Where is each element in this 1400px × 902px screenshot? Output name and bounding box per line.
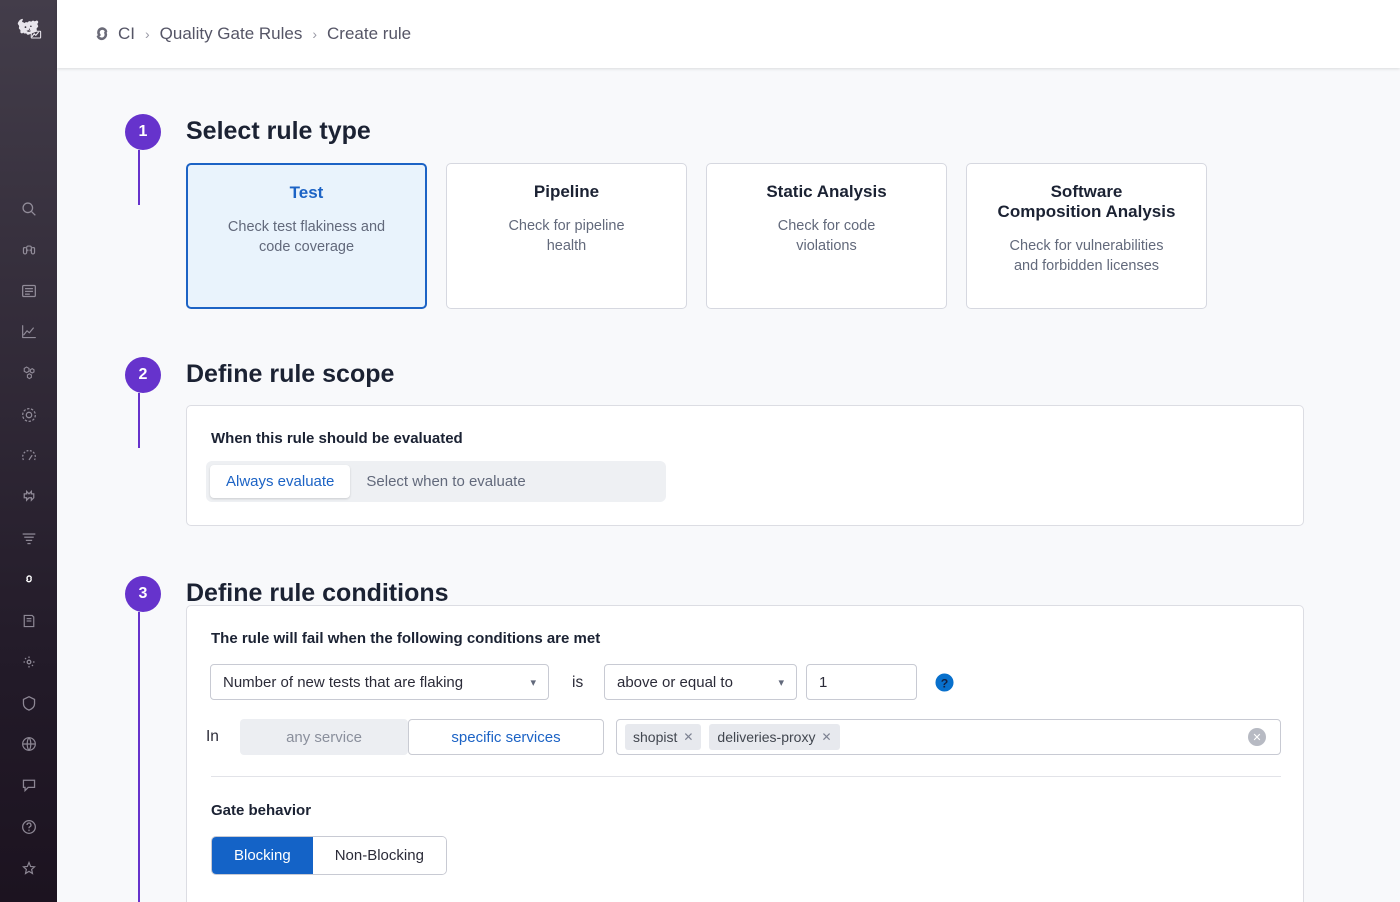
svg-text:?: ? — [941, 676, 949, 690]
